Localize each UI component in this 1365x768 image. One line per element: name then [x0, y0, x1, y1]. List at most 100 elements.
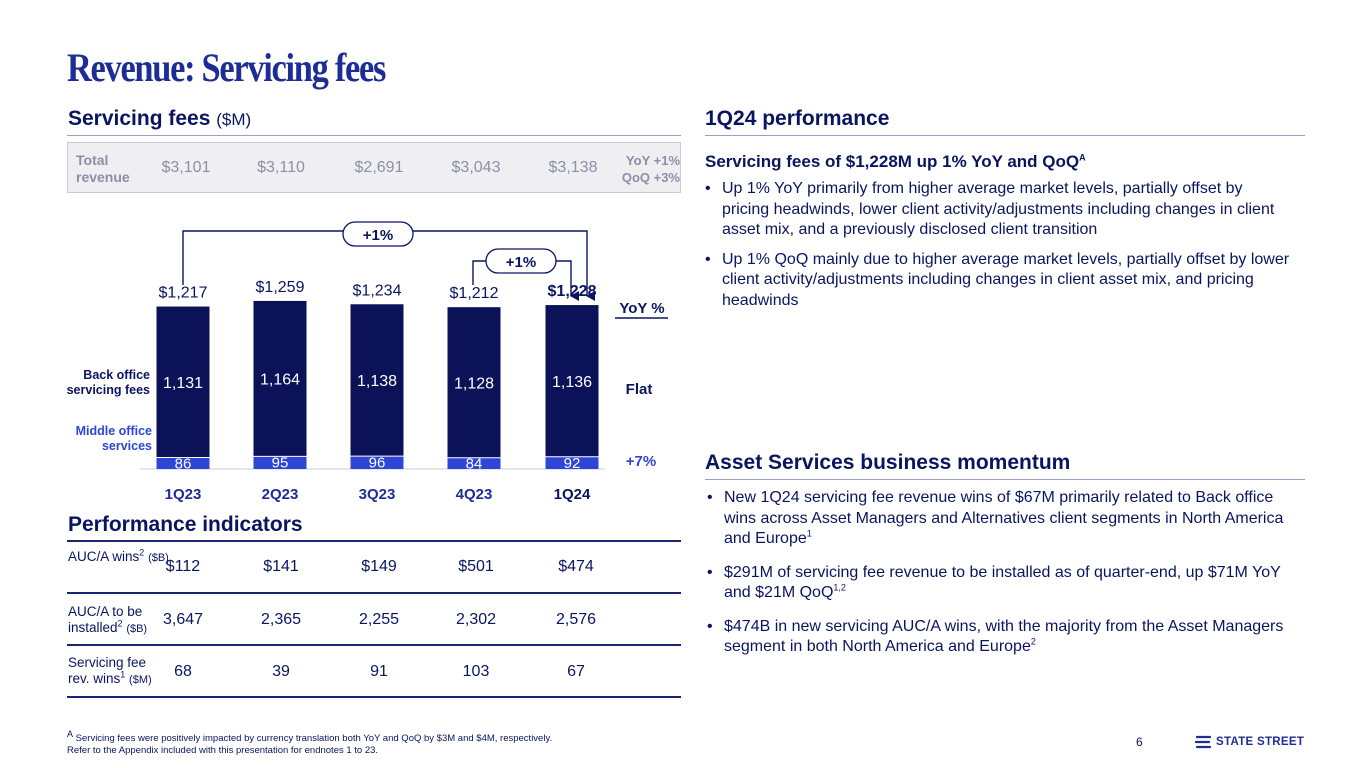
- perf-section-title: 1Q24 performance: [705, 107, 890, 130]
- back-office-label: Back office servicing fees: [66, 368, 150, 397]
- yoy-arrow-pill: [342, 221, 414, 247]
- momentum-section-rule: [705, 479, 1305, 480]
- momentum-bullet-1: New 1Q24 servicing fee revenue wins of $…: [707, 488, 1292, 550]
- momentum-bullet-2-sup: 1,2: [833, 582, 846, 593]
- footnote-line-1-text: Servicing fees were positively impacted …: [75, 733, 553, 744]
- bar-back-office-1q24: [545, 305, 599, 457]
- servicing-fees-title: Servicing fees: [68, 107, 211, 130]
- pi-row-2-3q23: 2,255: [358, 611, 400, 628]
- perf-subhead: Servicing fees of $1,228M up 1% YoY and …: [705, 152, 1086, 172]
- servicing-fees-unit: ($M): [216, 110, 252, 129]
- category-label-3q23: 3Q23: [359, 486, 396, 503]
- total-revenue-1q23: $3,101: [161, 159, 211, 176]
- pi-row-2-2q23: 2,365: [260, 611, 302, 628]
- pi-row-3-2q23: 39: [272, 663, 290, 680]
- pi-row-2-sup: 2: [117, 618, 123, 629]
- state-street-logo-icon: [1195, 735, 1211, 749]
- yoy-header: YoY %: [619, 300, 664, 317]
- state-street-logo-text: STATE STREET: [1216, 736, 1305, 748]
- label-total-4q23: $1,212: [450, 285, 499, 302]
- label-total-1q23: $1,217: [159, 285, 208, 302]
- bar-middle-office-1q24: [545, 456, 599, 469]
- servicing-fees-rule: [67, 135, 681, 136]
- pi-row-1-2q23: $141: [263, 558, 299, 575]
- label-middle-office-1q24: 92: [564, 455, 581, 472]
- momentum-bullet-3: $474B in new servicing AUC/A wins, with …: [707, 617, 1292, 658]
- momentum-section-title: Asset Services business momentum: [705, 451, 1071, 474]
- qoq-arrow-pill: [485, 248, 557, 274]
- bar-middle-office-1q23: [156, 457, 210, 469]
- total-revenue-yoy: YoY +1%: [625, 153, 680, 168]
- pi-row-2-label: AUC/A to be installed2 ($B): [68, 604, 168, 637]
- bar-back-office-3q23: [350, 304, 404, 457]
- total-revenue-4q23: $3,043: [451, 159, 501, 176]
- perf-subhead-text: Servicing fees of $1,228M up 1% YoY and …: [705, 152, 1080, 171]
- pi-row-3-label-text: Servicing fee rev. wins: [68, 655, 147, 686]
- label-total-1q24: $1,228: [548, 283, 597, 300]
- momentum-bullet-2: $291M of servicing fee revenue to be ins…: [707, 563, 1292, 604]
- pi-row-2-unit: ($B): [126, 623, 148, 635]
- pi-row-1-text: AUC/A wins: [68, 549, 140, 564]
- qoq-arrow-line: [472, 260, 579, 301]
- pi-row-1-sup: 2: [139, 547, 145, 558]
- yoy-arrow-label: +1%: [363, 227, 393, 244]
- momentum-bullets: New 1Q24 servicing fee revenue wins of $…: [707, 488, 1292, 658]
- bar-middle-office-4q23: [447, 457, 501, 469]
- perf-bullet-1: Up 1% YoY primarily from higher average …: [705, 179, 1290, 241]
- pi-rule-2: [67, 644, 681, 646]
- label-total-2q23: $1,259: [256, 279, 305, 296]
- pi-row-2-label-text: AUC/A to be installed: [68, 604, 143, 635]
- pi-row-3-3q23: 91: [370, 663, 388, 680]
- momentum-bullet-1-text: New 1Q24 servicing fee revenue wins of $…: [724, 489, 1284, 547]
- bar-back-office-2q23: [253, 300, 307, 457]
- label-middle-office-3q23: 96: [369, 455, 386, 472]
- bar-middle-office-2q23: [253, 456, 307, 469]
- label-back-office-4q23: 1,128: [454, 375, 494, 392]
- pi-row-1-4q23: $501: [458, 558, 494, 575]
- momentum-bullet-3-text: $474B in new servicing AUC/A wins, with …: [724, 617, 1284, 656]
- total-revenue-label: Total revenue: [76, 152, 130, 185]
- perf-subhead-sup: A: [1079, 152, 1086, 163]
- total-revenue-qoq: QoQ +3%: [621, 170, 680, 185]
- total-revenue-box: Total revenue $3,101 $3,110 $2,691 $3,04…: [67, 142, 681, 193]
- pi-row-1-unit: ($B): [148, 552, 169, 564]
- category-label-2q23: 2Q23: [262, 486, 299, 503]
- momentum-bullet-1-sup: 1: [806, 528, 812, 539]
- category-label-4q23: 4Q23: [456, 486, 493, 503]
- total-revenue-3q23: $2,691: [354, 159, 404, 176]
- category-label-1q23: 1Q23: [165, 486, 202, 503]
- pi-row-2-text: AUC/A to be installed2 ($B): [68, 604, 168, 637]
- category-label-1q24: 1Q24: [554, 486, 591, 503]
- label-middle-office-2q23: 95: [272, 455, 289, 472]
- pi-rule-1: [67, 592, 681, 594]
- label-back-office-1q23: 1,131: [163, 375, 203, 392]
- label-back-office-2q23: 1,164: [260, 372, 300, 389]
- label-back-office-1q24: 1,136: [552, 374, 592, 391]
- pi-row-2-4q23: 2,302: [455, 611, 497, 628]
- footnote-marker: A: [67, 728, 74, 739]
- momentum-bullet-2-text: $291M of servicing fee revenue to be ins…: [724, 563, 1281, 602]
- pi-row-3-unit: ($M): [129, 674, 152, 686]
- state-street-logo: STATE STREET: [1195, 735, 1304, 749]
- pi-row-3-label: Servicing fee rev. wins1 ($M): [68, 655, 168, 688]
- total-revenue-change: YoY +1% QoQ +3%: [600, 152, 680, 186]
- page-number: 6: [1136, 735, 1143, 749]
- pi-row-3-1q24: 67: [567, 663, 585, 680]
- servicing-fees-heading: Servicing fees ($M): [68, 107, 251, 131]
- total-revenue-1q24: $3,138: [548, 159, 598, 176]
- qoq-arrow-label: +1%: [506, 254, 536, 271]
- pi-row-3-text: Servicing fee rev. wins1 ($M): [68, 655, 168, 688]
- perf-section-rule: [705, 135, 1305, 136]
- label-back-office-3q23: 1,138: [357, 373, 397, 390]
- pi-row-3-1q23: 68: [174, 663, 192, 680]
- footnote-line-2: Refer to the Appendix included with this…: [67, 745, 379, 756]
- middle-office-label: Middle office services: [75, 424, 152, 453]
- pi-row-2-1q23: 3,647: [162, 611, 204, 628]
- momentum-bullet-3-sup: 2: [1030, 636, 1036, 647]
- pi-row-2-1q24: 2,576: [555, 611, 597, 628]
- label-middle-office-1q23: 86: [175, 455, 192, 472]
- pi-rule-top: [67, 540, 681, 542]
- pi-rule-bottom: [67, 696, 681, 698]
- perf-bullets: Up 1% YoY primarily from higher average …: [705, 179, 1290, 311]
- bar-middle-office-3q23: [350, 456, 404, 469]
